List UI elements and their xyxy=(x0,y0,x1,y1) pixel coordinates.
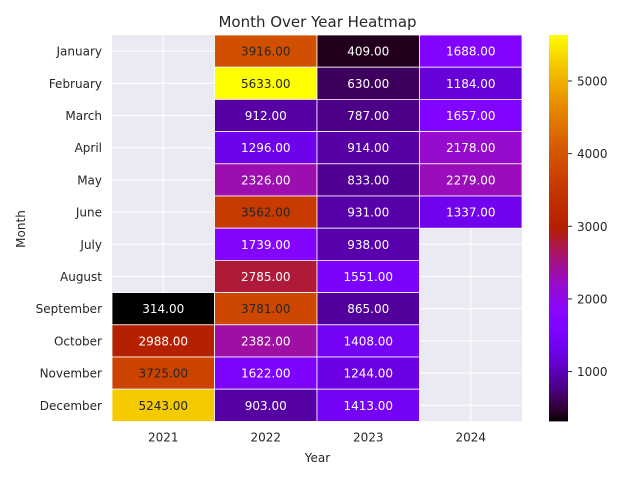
colorbar-tick-label: 4000 xyxy=(577,147,608,161)
cell-value-label: 2326.00 xyxy=(241,173,291,187)
cell-value-label: 409.00 xyxy=(347,45,389,59)
cell-value-label: 787.00 xyxy=(347,109,389,123)
cell-value-label: 3725.00 xyxy=(138,367,188,381)
heatmap-cell xyxy=(214,388,318,422)
x-tick-label: 2021 xyxy=(148,430,179,444)
x-tick-label: 2024 xyxy=(455,430,486,444)
colorbar-tick-label: 3000 xyxy=(577,220,608,234)
heatmap-cell xyxy=(214,195,318,229)
y-tick-label: May xyxy=(77,173,102,187)
plot-area: 3916.00 409.00 1688.00 5633.00 630.00 1184.00… xyxy=(36,34,523,444)
chart-title: Month Over Year Heatmap xyxy=(218,13,416,31)
cell-value-label: 903.00 xyxy=(245,399,287,413)
y-tick-label: August xyxy=(60,270,102,284)
y-tick-label: February xyxy=(49,77,102,91)
cell-value-label: 1688.00 xyxy=(446,45,496,59)
cell-value-label: 2279.00 xyxy=(446,173,496,187)
cell-value-label: 2178.00 xyxy=(446,141,496,155)
heatmap-cell xyxy=(419,195,523,229)
cell-value-label: 1184.00 xyxy=(446,77,496,91)
heatmap-cell xyxy=(316,259,420,293)
heatmap-cell xyxy=(214,131,318,165)
cell-value-label: 1244.00 xyxy=(343,367,393,381)
y-tick-label: March xyxy=(65,109,102,123)
cell-value-label: 630.00 xyxy=(347,77,389,91)
colorbar-tick-label: 2000 xyxy=(577,292,608,306)
heatmap-cell xyxy=(316,163,420,197)
heatmap-cell xyxy=(316,356,420,390)
cell-value-label: 314.00 xyxy=(142,302,184,316)
heatmap-cell xyxy=(214,99,318,133)
cell-value-label: 3781.00 xyxy=(241,302,291,316)
cell-value-label: 3562.00 xyxy=(241,206,291,220)
x-tick-label: 2022 xyxy=(250,430,281,444)
cell-value-label: 865.00 xyxy=(347,302,389,316)
cell-value-label: 2785.00 xyxy=(241,270,291,284)
y-axis-label: Month xyxy=(14,210,28,248)
cell-value-label: 1739.00 xyxy=(241,238,291,252)
heatmap-cell xyxy=(316,292,420,326)
cell-value-label: 1657.00 xyxy=(446,109,496,123)
heatmap-cell xyxy=(111,356,215,390)
cell-value-label: 1337.00 xyxy=(446,206,496,220)
colorbar: 1000 2000 3000 4000 5000 xyxy=(549,35,608,422)
heatmap-cell xyxy=(316,131,420,165)
cell-value-label: 3916.00 xyxy=(241,45,291,59)
heatmap-cell xyxy=(419,99,523,133)
cell-value-label: 1622.00 xyxy=(241,367,291,381)
cell-value-label: 931.00 xyxy=(347,206,389,220)
heatmap-cell xyxy=(316,324,420,358)
heatmap-cell xyxy=(419,163,523,197)
cell-value-label: 833.00 xyxy=(347,173,389,187)
heatmap-cell xyxy=(419,131,523,165)
heatmap-cell xyxy=(214,66,318,100)
heatmap-cell xyxy=(214,227,318,261)
cell-value-label: 1408.00 xyxy=(343,334,393,348)
cell-value-label: 914.00 xyxy=(347,141,389,155)
cell-value-label: 5243.00 xyxy=(138,399,188,413)
y-tick-label: October xyxy=(54,334,102,348)
heatmap-cell xyxy=(214,292,318,326)
cell-value-label: 1551.00 xyxy=(343,270,393,284)
cell-value-label: 2382.00 xyxy=(241,334,291,348)
heatmap-cell xyxy=(316,34,420,68)
cell-value-label: 1296.00 xyxy=(241,141,291,155)
y-tick-label: December xyxy=(40,399,102,413)
colorbar-tick-label: 5000 xyxy=(577,74,608,88)
cell-value-label: 912.00 xyxy=(245,109,287,123)
heatmap-cell xyxy=(316,195,420,229)
x-axis-label: Year xyxy=(304,451,330,465)
heatmap-cell xyxy=(111,388,215,422)
y-tick-label: June xyxy=(75,206,102,220)
heatmap-cell xyxy=(316,388,420,422)
cell-value-label: 1413.00 xyxy=(343,399,393,413)
cell-value-label: 5633.00 xyxy=(241,77,291,91)
cell-value-label: 938.00 xyxy=(347,238,389,252)
colorbar-tick-label: 1000 xyxy=(577,365,608,379)
y-tick-label: July xyxy=(79,238,102,252)
y-tick-label: January xyxy=(56,45,103,59)
heatmap-cell xyxy=(316,227,420,261)
y-tick-label: September xyxy=(36,302,102,316)
colorbar-gradient xyxy=(549,35,568,422)
y-tick-label: November xyxy=(40,367,102,381)
heatmap-cell xyxy=(214,163,318,197)
cell-value-label: 2988.00 xyxy=(138,334,188,348)
y-tick-label: April xyxy=(75,141,102,155)
x-tick-label: 2023 xyxy=(353,430,384,444)
heatmap-cell xyxy=(419,34,523,68)
